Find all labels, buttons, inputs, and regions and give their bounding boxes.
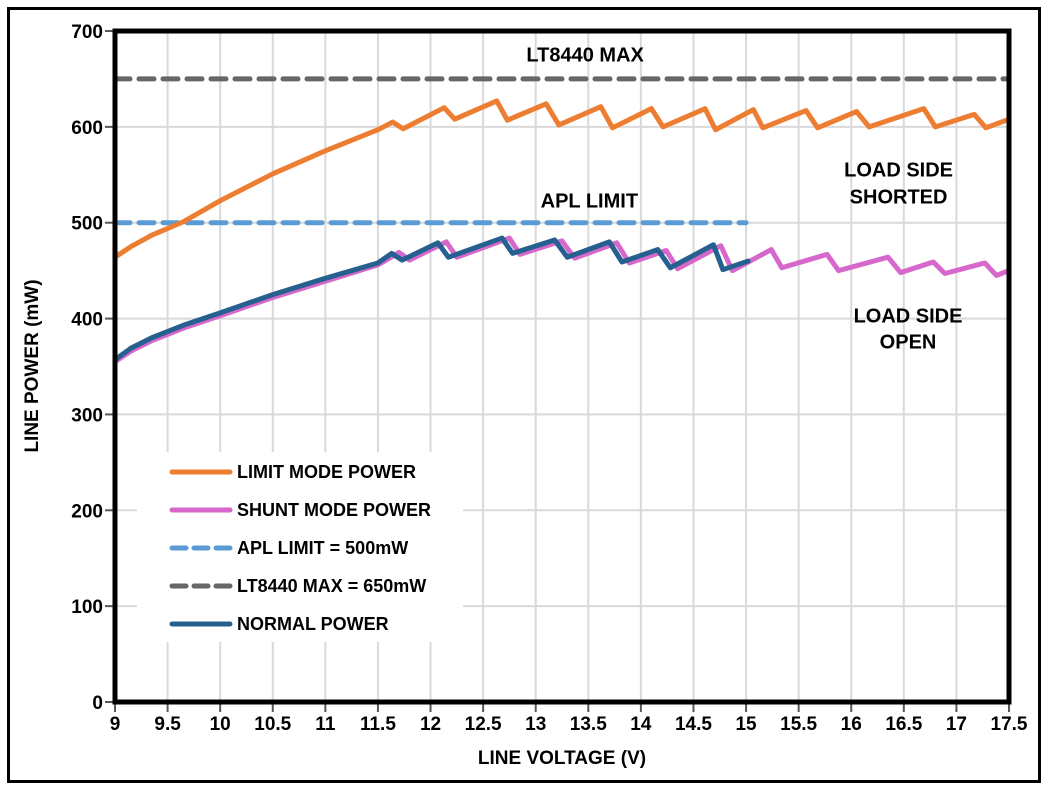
series-shunt-mode-power — [112, 235, 1012, 365]
y-tick-label: 400 — [71, 310, 103, 331]
plot-border — [112, 28, 1012, 705]
series-normal-power — [112, 235, 751, 363]
x-tick-label: 11 — [315, 714, 336, 735]
series-layer — [112, 76, 1012, 365]
axis-labels-layer: LINE VOLTAGE (V) LINE POWER (mW) — [22, 279, 646, 769]
legend-label-limit-mode-power: LIMIT MODE POWER — [237, 462, 416, 482]
legend-label-normal-power: NORMAL POWER — [237, 614, 389, 634]
frame-layer: 9 9.5 10 10.5 11 11.5 12 12.5 13 13.5 14 14.5 15 15.5… — [7, 7, 1041, 783]
legend-background — [137, 452, 463, 642]
x-tick-label: 12.5 — [465, 714, 502, 735]
annotation-apl-limit: APL LIMIT — [541, 190, 638, 212]
x-tick-label: 12 — [420, 714, 441, 735]
x-tick-label: 15.5 — [780, 714, 817, 735]
y-tick-label: 100 — [71, 597, 103, 618]
x-tick-label: 14.5 — [675, 714, 712, 735]
x-tick-label: 14 — [630, 714, 652, 735]
x-tick-label: 13 — [525, 714, 546, 735]
y-tick-label: 0 — [92, 693, 103, 714]
legend-label-apl-limit-500mw: APL LIMIT = 500mW — [237, 538, 408, 558]
figure-border — [7, 7, 1041, 783]
annotation-load-side: LOAD SIDE — [844, 160, 953, 182]
x-tick-label: 10.5 — [254, 714, 291, 735]
x-tick-label: 10 — [210, 714, 231, 735]
legend-label-lt8440-max-650mw: LT8440 MAX = 650mW — [237, 576, 426, 596]
annotation-shorted: SHORTED — [850, 187, 948, 209]
y-tick-label: 200 — [71, 501, 103, 522]
x-tick-label: 17.5 — [991, 714, 1028, 735]
y-tick-label: 300 — [71, 405, 103, 426]
legend-label-shunt-mode-power: SHUNT MODE POWER — [237, 500, 431, 520]
x-tick-label: 9.5 — [154, 714, 181, 735]
annotation-load-side: LOAD SIDE — [854, 305, 963, 327]
x-tick-label: 17 — [946, 714, 967, 735]
y-tick-label: 500 — [71, 214, 103, 235]
y-axis-title: LINE POWER (mW) — [22, 279, 43, 452]
x-tick-label: 15 — [735, 714, 757, 735]
y-tick-label: 700 — [71, 22, 103, 43]
x-tick-label: 16.5 — [885, 714, 922, 735]
annotation-open: OPEN — [880, 331, 937, 353]
x-tick-label: 13.5 — [570, 714, 607, 735]
series-limit-mode-power — [112, 98, 1012, 260]
x-axis-title: LINE VOLTAGE (V) — [478, 748, 646, 769]
x-tick-label: 9 — [110, 714, 121, 735]
annotations-layer: LT8440 MAX APL LIMIT LOAD SIDE SHORTED LOAD … — [526, 45, 962, 354]
grid-layer — [115, 31, 1009, 702]
x-tick-label: 11.5 — [360, 714, 396, 735]
annotation-lt8440-max: LT8440 MAX — [526, 45, 644, 67]
legend: LIMIT MODE POWER SHUNT MODE POWER APL LIMI… — [137, 452, 463, 642]
x-tick-label: 16 — [841, 714, 862, 735]
y-tick-label: 600 — [71, 118, 103, 139]
